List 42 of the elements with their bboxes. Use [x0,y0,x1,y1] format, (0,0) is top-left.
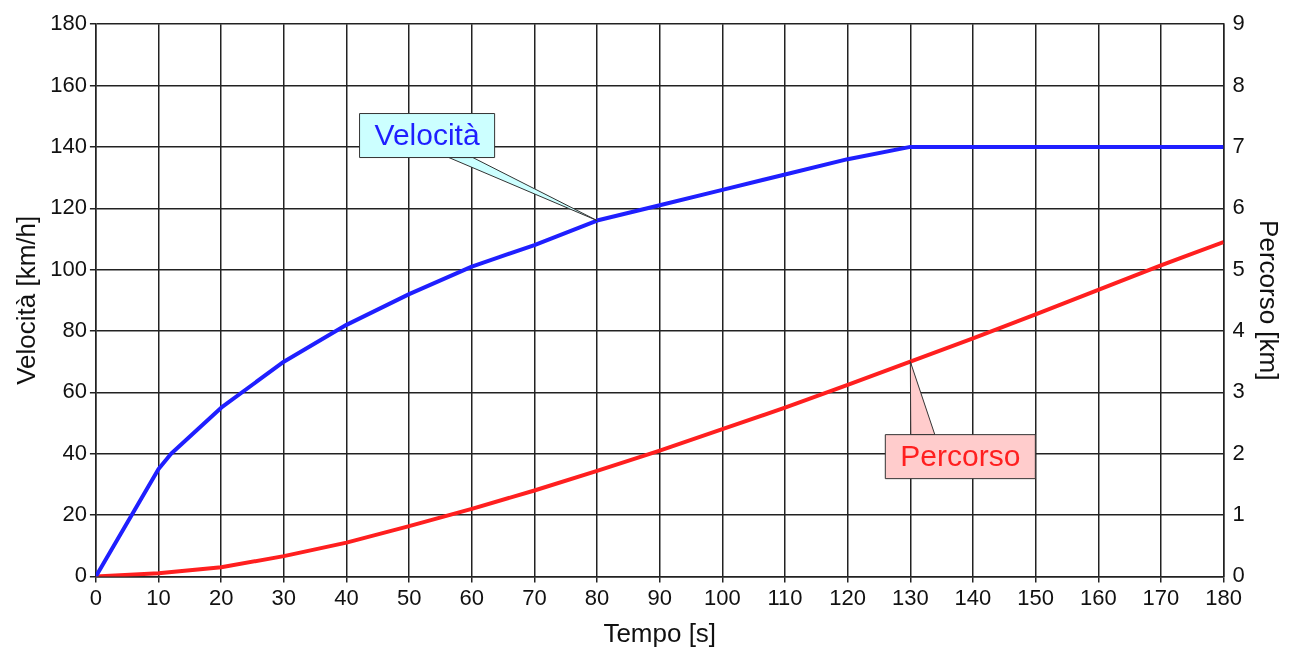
y-tick-label: 180 [50,10,87,36]
x-tick-label: 30 [271,584,297,610]
text: Velocità [374,117,480,151]
y-tick-label: 100 [50,255,87,281]
x-tick-label: 70 [522,584,547,610]
y-tick-label: 20 [62,501,87,527]
y-axis-title: Velocità [km/h] [10,215,41,385]
y2-tick-label: 3 [1232,378,1245,404]
x-tick-label: 160 [1079,584,1117,610]
y2-tick-label: 5 [1232,255,1245,281]
y-tick-label: 0 [74,562,87,588]
y-tick-label: 80 [62,317,87,343]
x-tick-label: 130 [891,584,929,610]
text: Percorso [900,438,1021,472]
y-tick-label: 140 [50,132,87,158]
y2-tick-label: 9 [1232,10,1245,36]
x-tick-label: 50 [396,584,422,610]
x-tick-label: 40 [334,584,359,610]
y2-tick-label: 7 [1232,132,1245,158]
y2-tick-label: 4 [1232,317,1245,343]
x-tick-label: 170 [1142,584,1180,610]
x-tick-label: 120 [829,584,867,610]
y2-axis-title: Percorso [km] [1254,220,1285,381]
x-tick-label: 60 [459,584,485,610]
x-tick-label: 20 [208,584,234,610]
y2-tick-label: 8 [1232,71,1245,97]
x-tick-label: 110 [767,584,803,610]
y-tick-label: 120 [50,194,87,220]
x-tick-label: 140 [954,584,992,610]
x-tick-label: 100 [704,584,741,610]
x-axis-title: Tempo [s] [603,617,717,648]
y-tick-label: 160 [50,71,87,97]
x-tick-label: 90 [647,584,672,610]
y2-tick-label: 6 [1232,194,1245,220]
x-tick-label: 10 [146,584,171,610]
x-tick-label: 80 [584,584,610,610]
y2-tick-label: 1 [1232,501,1245,527]
y-tick-label: 60 [62,378,87,404]
x-tick-label: 150 [1017,584,1054,610]
y-tick-label: 40 [62,439,87,465]
x-tick-label: 0 [89,584,103,610]
y2-tick-label: 2 [1232,439,1245,465]
